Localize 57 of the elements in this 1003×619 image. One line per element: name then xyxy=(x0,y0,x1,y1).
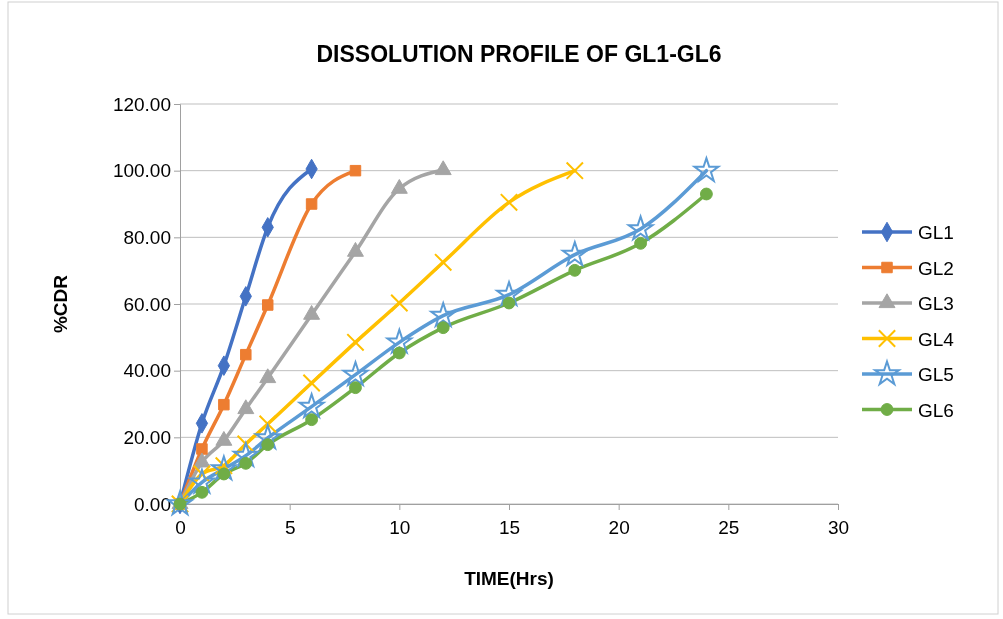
point xyxy=(436,321,450,335)
point xyxy=(392,346,406,360)
y-tick-label: 100.00 xyxy=(112,160,171,182)
legend-label: GL3 xyxy=(918,293,954,314)
y-tick-label: 0.00 xyxy=(134,493,171,515)
point xyxy=(254,424,281,450)
point xyxy=(434,160,452,176)
point xyxy=(305,198,318,210)
point xyxy=(196,443,208,455)
legend-label: GL4 xyxy=(918,328,955,350)
point xyxy=(193,452,211,468)
point xyxy=(218,398,230,411)
y-axis-title: %CDR xyxy=(50,274,71,334)
point xyxy=(699,187,713,201)
legend-label: GL6 xyxy=(918,399,954,421)
x-tick-label: 30 xyxy=(827,516,850,538)
point xyxy=(561,241,588,266)
point xyxy=(232,442,259,467)
point xyxy=(349,381,362,395)
point xyxy=(349,164,362,177)
point xyxy=(346,333,365,352)
point xyxy=(499,193,519,212)
y-tick-label: 60.00 xyxy=(123,293,171,315)
point xyxy=(261,299,274,311)
point xyxy=(210,455,237,481)
y-tick-label: 40.00 xyxy=(123,360,171,382)
point xyxy=(258,414,277,434)
point xyxy=(261,438,275,452)
point xyxy=(502,296,516,310)
point xyxy=(237,399,255,415)
point xyxy=(259,368,277,384)
point xyxy=(305,413,319,427)
point xyxy=(239,456,253,470)
x-tick-label: 15 xyxy=(498,516,521,538)
point xyxy=(434,253,453,272)
point xyxy=(568,263,582,277)
x-tick-label: 5 xyxy=(284,516,296,538)
x-tick-label: 10 xyxy=(389,516,411,538)
legend-label: GL5 xyxy=(918,364,954,385)
y-tick-label: 80.00 xyxy=(123,226,171,248)
point xyxy=(390,293,409,313)
chart-title: DISSOLUTION PROFILE OF GL1-GL6 xyxy=(316,41,722,67)
y-tick-label: 120.00 xyxy=(112,93,171,115)
point xyxy=(195,485,209,499)
point xyxy=(565,161,584,180)
x-axis-title: TIME(Hrs) xyxy=(464,568,554,589)
x-tick-label: 0 xyxy=(175,516,186,538)
x-tick-label: 20 xyxy=(608,516,630,538)
point xyxy=(496,281,522,306)
legend-label: GL1 xyxy=(918,222,954,243)
point xyxy=(187,466,216,495)
legend-label: GL2 xyxy=(918,257,954,279)
point xyxy=(430,302,457,327)
x-tick-label: 25 xyxy=(718,516,740,538)
point xyxy=(240,348,252,361)
point xyxy=(634,236,648,250)
y-tick-label: 20.00 xyxy=(123,426,171,448)
